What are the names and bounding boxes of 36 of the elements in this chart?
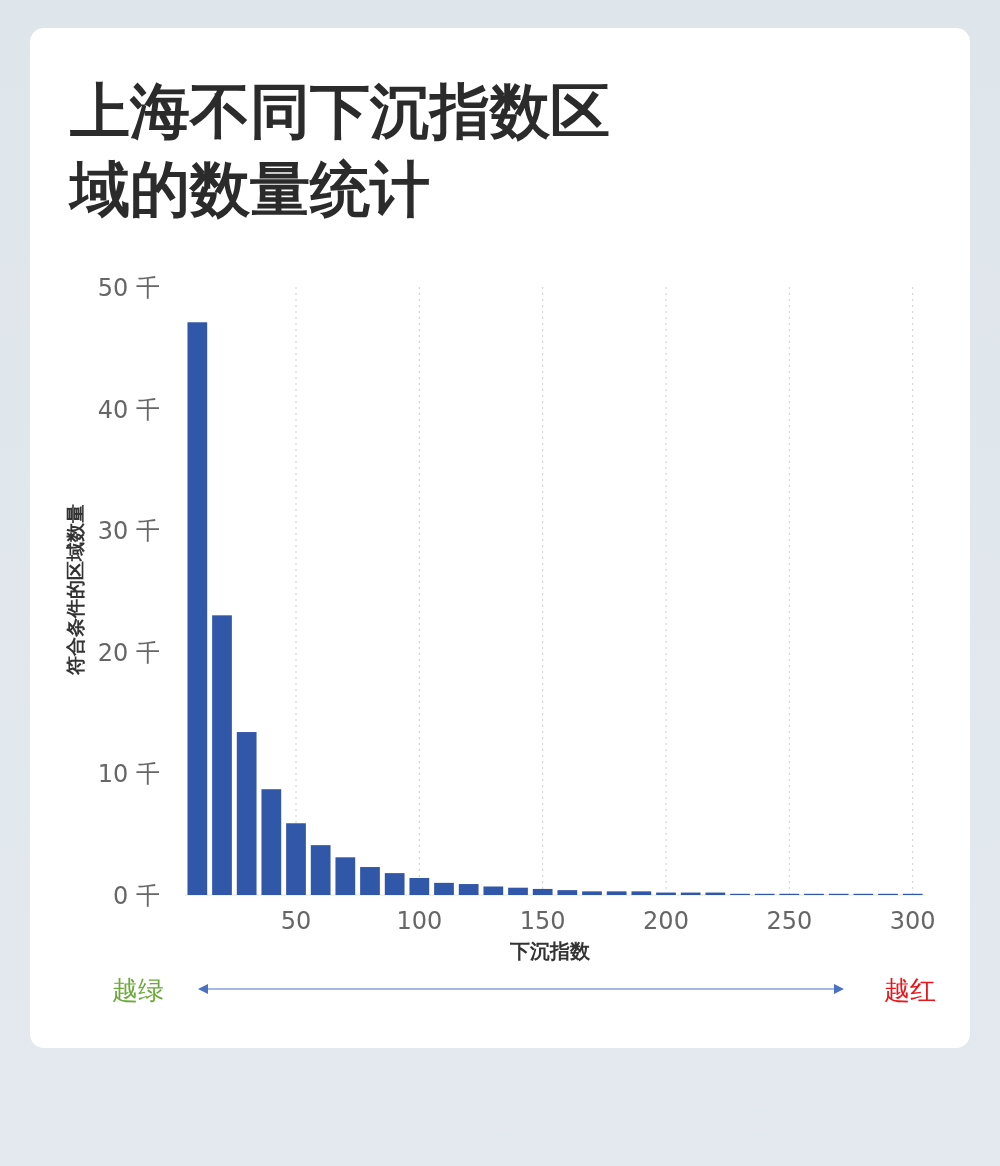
chart-title: 上海不同下沉指数区域的数量统计	[68, 76, 610, 224]
bar	[360, 867, 380, 895]
x-tick-label: 250	[766, 907, 813, 935]
bar	[261, 789, 282, 895]
x-tick-label: 300	[889, 907, 936, 935]
bar	[236, 732, 257, 895]
y-axis-title: 符合条件的区域数量	[64, 503, 86, 676]
y-tick-label: 20 千	[97, 638, 160, 667]
bar	[212, 615, 232, 895]
bar	[557, 890, 578, 895]
bar	[532, 888, 553, 895]
bar	[458, 884, 479, 895]
bar	[434, 882, 454, 895]
bar	[606, 891, 627, 895]
x-tick-label: 150	[519, 907, 566, 935]
bar	[384, 873, 405, 895]
y-tick-label: 30 千	[97, 517, 160, 546]
bar	[409, 877, 430, 895]
bar	[286, 823, 306, 895]
bar	[483, 886, 504, 895]
y-tick-label: 40 千	[97, 395, 160, 424]
bar	[508, 887, 528, 895]
x-tick-label: 200	[643, 907, 689, 935]
x-axis-title: 下沉指数	[509, 939, 591, 963]
bar	[582, 891, 602, 895]
text: 越红	[884, 975, 936, 1005]
text: 越绿	[112, 975, 164, 1005]
y-tick-label: 0 千	[113, 882, 160, 910]
y-tick-label: 10 千	[97, 760, 160, 789]
bar	[335, 857, 356, 895]
x-tick-label: 100	[396, 907, 443, 935]
x-tick-label: 50	[280, 907, 312, 935]
bar	[187, 322, 208, 895]
bar	[631, 891, 652, 895]
bar	[310, 845, 331, 895]
y-tick-label: 50 千	[97, 274, 160, 302]
